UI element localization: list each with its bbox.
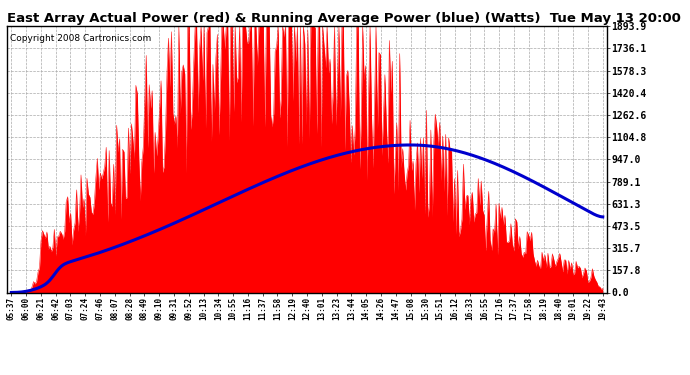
Text: Copyright 2008 Cartronics.com: Copyright 2008 Cartronics.com xyxy=(10,34,151,43)
Text: East Array Actual Power (red) & Running Average Power (blue) (Watts)  Tue May 13: East Array Actual Power (red) & Running … xyxy=(7,12,681,25)
